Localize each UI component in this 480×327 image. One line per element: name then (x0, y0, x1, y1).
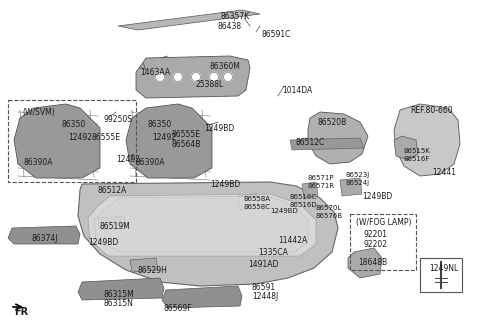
Text: 86524J: 86524J (346, 180, 370, 186)
Polygon shape (88, 194, 316, 256)
Polygon shape (130, 258, 158, 272)
Polygon shape (302, 182, 318, 198)
Circle shape (156, 73, 165, 81)
Text: 1249BD: 1249BD (270, 208, 298, 214)
Polygon shape (348, 248, 382, 278)
Text: 86315N: 86315N (104, 299, 134, 308)
Text: 1249BD: 1249BD (210, 180, 240, 189)
Text: 12441: 12441 (432, 168, 456, 177)
Text: (W/SVM): (W/SVM) (22, 108, 55, 117)
Text: 86571R: 86571R (308, 183, 335, 189)
Polygon shape (290, 138, 364, 150)
Polygon shape (78, 278, 164, 300)
Polygon shape (136, 56, 250, 98)
Text: 1463AA: 1463AA (140, 68, 170, 77)
Text: 86390A: 86390A (136, 158, 166, 167)
Text: 1335CA: 1335CA (258, 248, 288, 257)
Polygon shape (118, 10, 260, 30)
Text: 86523J: 86523J (346, 172, 370, 178)
Text: 86516D: 86516D (290, 202, 318, 208)
Text: 86555E: 86555E (172, 130, 201, 139)
Text: 86558C: 86558C (244, 204, 271, 210)
Polygon shape (394, 104, 460, 176)
Text: 86374J: 86374J (32, 234, 59, 243)
Polygon shape (394, 136, 418, 160)
Text: 25388L: 25388L (196, 80, 224, 89)
Text: 86390A: 86390A (24, 158, 53, 167)
Polygon shape (308, 112, 368, 164)
Circle shape (209, 73, 218, 81)
Circle shape (224, 73, 232, 81)
Text: 1249BD: 1249BD (88, 238, 118, 247)
Polygon shape (98, 216, 126, 230)
Circle shape (173, 73, 182, 81)
Text: 86438: 86438 (218, 22, 242, 31)
Polygon shape (14, 104, 100, 178)
Text: 12492: 12492 (116, 155, 140, 164)
Text: 92202: 92202 (364, 240, 388, 249)
Text: 1249NL: 1249NL (429, 264, 458, 273)
Text: 92201: 92201 (364, 230, 388, 239)
Polygon shape (126, 104, 212, 178)
Text: 12448J: 12448J (252, 292, 278, 301)
Circle shape (192, 73, 201, 81)
Text: 86520B: 86520B (318, 118, 347, 127)
Text: 86591C: 86591C (262, 30, 291, 39)
Text: 86555E: 86555E (92, 133, 121, 142)
Text: 12492: 12492 (152, 133, 176, 142)
Text: 86350: 86350 (148, 120, 172, 129)
Polygon shape (78, 182, 338, 286)
Text: 99250S: 99250S (104, 115, 133, 124)
Polygon shape (8, 226, 80, 244)
Text: 86529H: 86529H (138, 266, 168, 275)
Text: 86570L: 86570L (316, 205, 342, 211)
Text: 86350: 86350 (62, 120, 86, 129)
Text: (W/FOG LAMP): (W/FOG LAMP) (356, 218, 411, 227)
Text: 1249BD: 1249BD (362, 192, 392, 201)
Text: 86516F: 86516F (404, 156, 431, 162)
Text: 86315M: 86315M (104, 290, 135, 299)
Polygon shape (238, 194, 258, 210)
Polygon shape (94, 196, 308, 252)
Text: 1491AD: 1491AD (248, 260, 278, 269)
Text: 86571P: 86571P (308, 175, 335, 181)
Text: 86564B: 86564B (172, 140, 202, 149)
Text: 86512C: 86512C (296, 138, 325, 147)
Text: 86591: 86591 (252, 283, 276, 292)
Text: REF.80-660: REF.80-660 (410, 106, 453, 115)
Text: 86569F: 86569F (164, 304, 192, 313)
Text: 86360M: 86360M (210, 62, 241, 71)
Polygon shape (162, 286, 242, 308)
Text: 1249BD: 1249BD (204, 124, 234, 133)
Polygon shape (340, 178, 362, 196)
Text: 86519M: 86519M (100, 222, 131, 231)
Text: 86515K: 86515K (404, 148, 431, 154)
Text: 86576B: 86576B (316, 213, 343, 219)
Text: 86558A: 86558A (244, 196, 271, 202)
FancyBboxPatch shape (420, 258, 462, 292)
Text: 86512A: 86512A (98, 186, 127, 195)
Text: 86357K: 86357K (220, 12, 250, 21)
Text: 86516C: 86516C (290, 194, 317, 200)
Text: 11442A: 11442A (278, 236, 307, 245)
Text: 18648B: 18648B (358, 258, 387, 267)
Text: FR: FR (14, 307, 28, 317)
Text: 12492: 12492 (68, 133, 92, 142)
Text: 1014DA: 1014DA (282, 86, 312, 95)
